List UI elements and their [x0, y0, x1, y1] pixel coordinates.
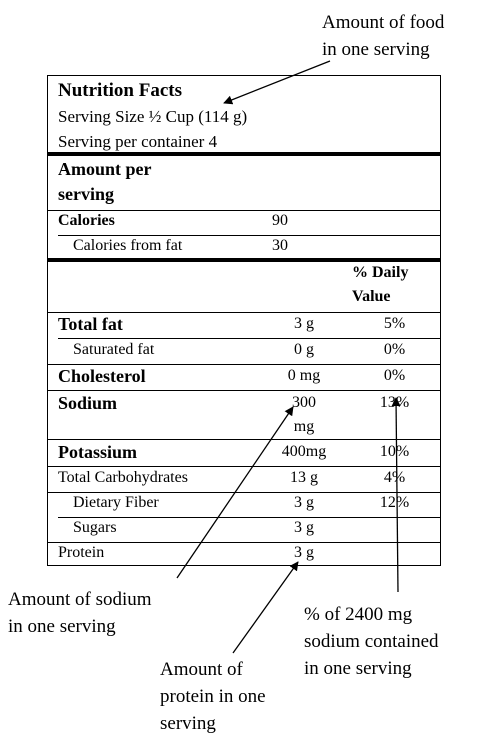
- divider: [58, 517, 440, 518]
- divider: [48, 210, 440, 211]
- nutrient-name: Total Carbohydrates: [58, 469, 188, 486]
- daily-value-header: % Daily: [352, 264, 409, 281]
- servings-per-container: Serving per container 4: [58, 132, 218, 151]
- annotation-sodium-daily-value: % of 2400 mg sodium contained in one ser…: [304, 601, 439, 682]
- divider: [48, 466, 440, 467]
- calories-fat-label: Calories from fat: [73, 237, 183, 254]
- annotation-protein-amount: Amount of protein in one serving: [160, 656, 266, 737]
- nutrient-dv: 4%: [383, 469, 406, 486]
- annotation-line: Amount of sodium: [8, 589, 152, 610]
- arrow-protein: [232, 561, 299, 654]
- nutrient-name: Dietary Fiber: [73, 494, 159, 511]
- divider: [48, 542, 440, 543]
- nutrient-amount: 0 g: [294, 341, 314, 358]
- annotation-line: Amount of: [160, 659, 243, 680]
- nutrient-dv: 12%: [379, 494, 410, 511]
- nutrient-amount: 300: [292, 394, 316, 411]
- annotation-line: in one serving: [304, 658, 412, 679]
- divider: [58, 338, 440, 339]
- calories-value: 90: [272, 212, 288, 229]
- nutrient-name: Sugars: [73, 519, 117, 536]
- calories-label: Calories: [58, 212, 115, 229]
- nutrient-amount: 3 g: [294, 315, 314, 332]
- nutrient-dv: 10%: [379, 443, 410, 460]
- nutrient-dv: 13%: [379, 394, 410, 411]
- thick-divider: [48, 258, 440, 262]
- nutrient-amount: 0 mg: [287, 367, 321, 384]
- nutrient-name: Sodium: [58, 393, 118, 413]
- label-title: Nutrition Facts: [58, 80, 183, 101]
- thick-divider: [48, 152, 440, 156]
- divider: [48, 312, 440, 313]
- annotation-line: in one serving: [322, 39, 430, 60]
- nutrient-dv: 0%: [383, 341, 406, 358]
- annotation-line: % of 2400 mg: [304, 604, 413, 625]
- annotation-sodium-amount: Amount of sodium in one serving: [8, 586, 152, 640]
- daily-value-header-2: Value: [352, 288, 391, 305]
- annotation-line: protein in one: [160, 686, 266, 707]
- nutrient-amount: 3 g: [294, 519, 314, 536]
- amount-per-serving-heading-2: serving: [58, 184, 114, 204]
- divider: [48, 439, 440, 440]
- annotation-line: sodium contained: [304, 631, 439, 652]
- nutrient-name: Potassium: [58, 442, 138, 462]
- annotation-line: Amount of food: [322, 12, 445, 33]
- nutrient-amount: 3 g: [294, 544, 314, 561]
- nutrient-amount: 13 g: [290, 469, 318, 486]
- calories-fat-value: 30: [272, 237, 288, 254]
- serving-size: Serving Size ½ Cup (114 g): [58, 107, 248, 126]
- nutrient-name: Protein: [58, 544, 105, 561]
- annotation-line: serving: [160, 713, 216, 734]
- nutrient-name: Total fat: [58, 314, 123, 334]
- nutrient-amount: 400mg: [281, 443, 327, 460]
- annotation-food-amount: Amount of food in one serving: [322, 9, 444, 63]
- nutrient-dv: 0%: [383, 367, 406, 384]
- divider: [48, 364, 440, 365]
- annotation-line: in one serving: [8, 616, 116, 637]
- nutrient-name: Cholesterol: [58, 366, 146, 386]
- nutrient-dv: 5%: [383, 315, 406, 332]
- divider: [48, 492, 440, 493]
- divider: [58, 235, 440, 236]
- nutrient-name: Saturated fat: [73, 341, 155, 358]
- amount-per-serving-heading: Amount per: [58, 159, 152, 179]
- nutrient-amount: 3 g: [294, 494, 314, 511]
- nutrition-label: Nutrition Facts Serving Size ½ Cup (114 …: [47, 75, 441, 566]
- divider: [48, 390, 440, 391]
- nutrient-amount-unit: mg: [293, 418, 315, 435]
